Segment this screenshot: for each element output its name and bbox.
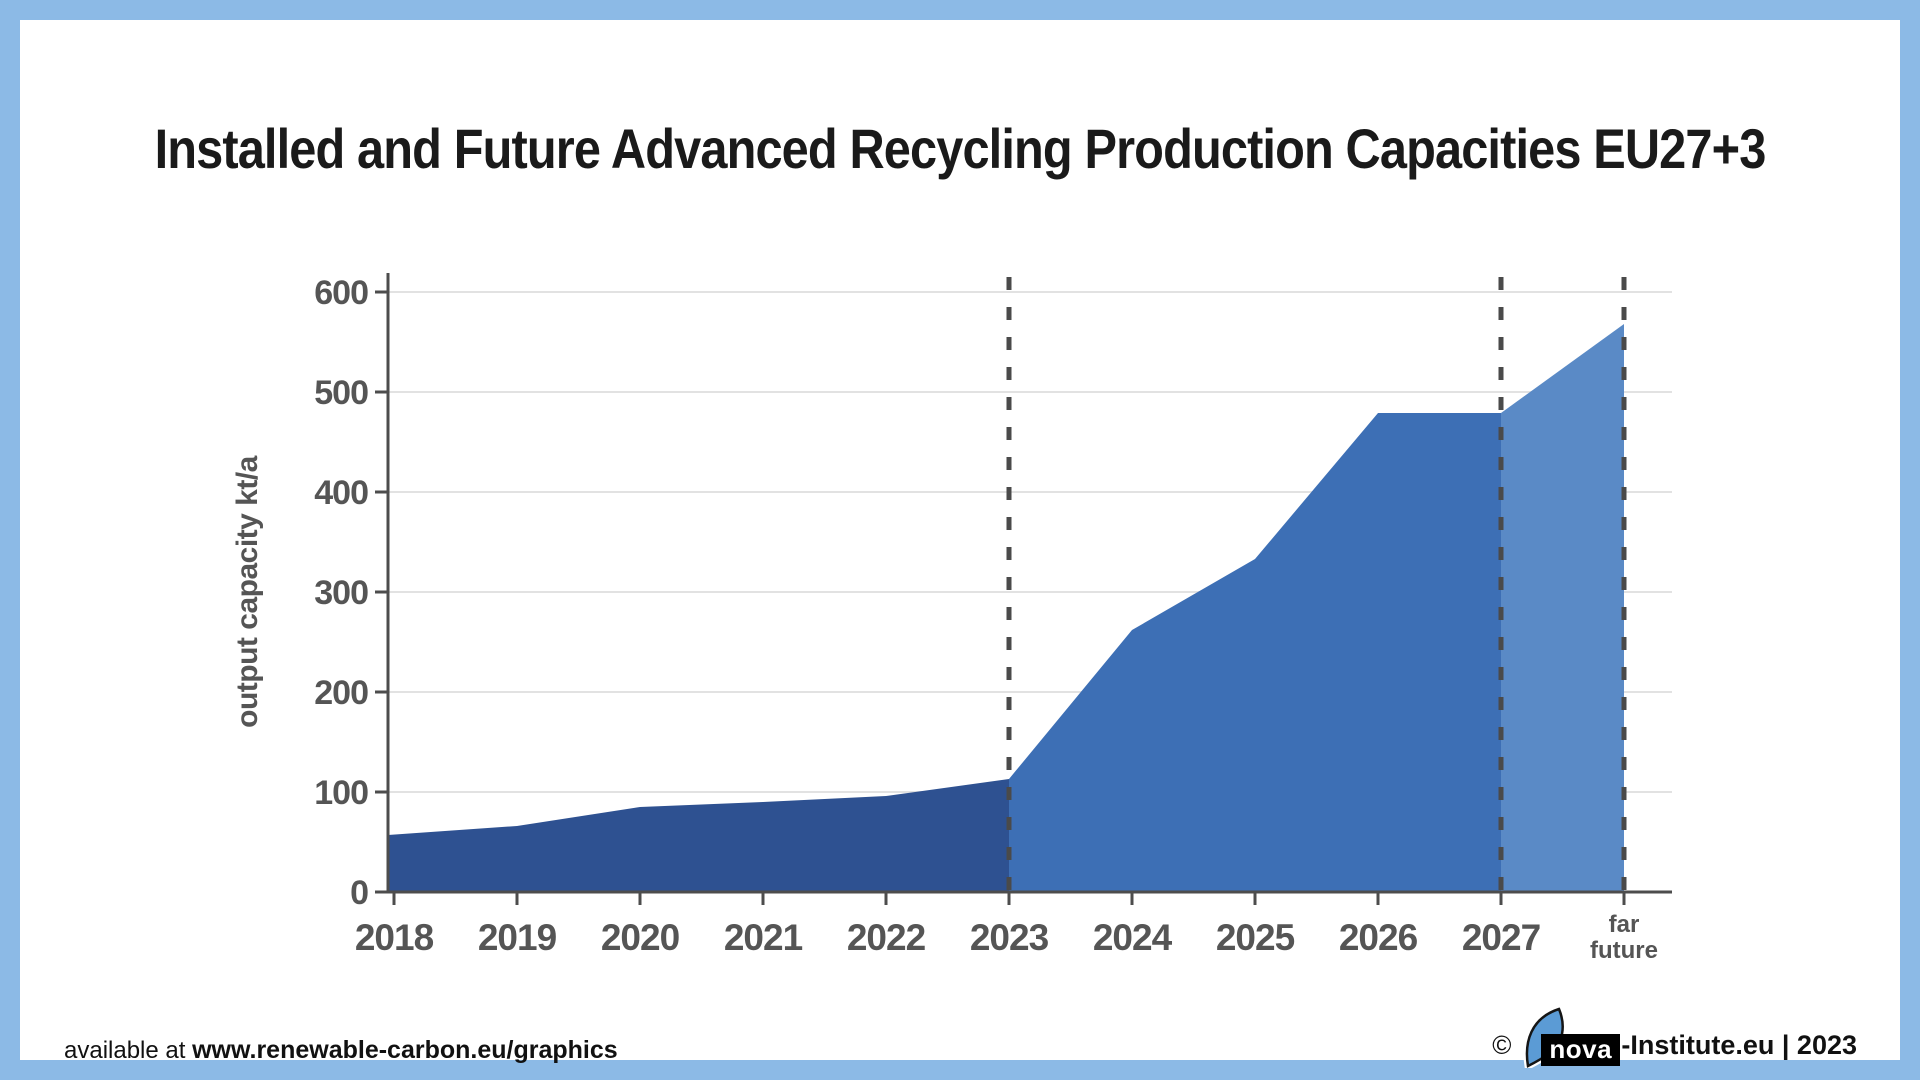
y-tick-label: 200 [314, 674, 368, 712]
x-tick-label: 2021 [724, 917, 803, 958]
area-far-future [1501, 324, 1624, 892]
copyright-icon: © [1492, 1030, 1512, 1060]
nova-logo-text: nova [1541, 1034, 1621, 1066]
y-tick-label: 400 [314, 474, 368, 512]
x-tick-label: 2024 [1093, 917, 1173, 958]
y-tick-label: 100 [314, 774, 368, 812]
x-tick-label: 2019 [478, 917, 557, 958]
x-tick-label: 2018 [355, 917, 434, 958]
area-future [1009, 413, 1501, 892]
y-axis-title: output capacity kt/a [231, 456, 264, 728]
nova-logo: nova [1519, 1006, 1621, 1068]
copyright-text: -Institute.eu | 2023 [1621, 1030, 1857, 1060]
area-installed [388, 779, 1009, 892]
x-tick-label: 2020 [601, 917, 680, 958]
source-url: www.renewable-carbon.eu/graphics [192, 1036, 618, 1064]
area-chart: 0 100 200 300 400 500 600 2018 2019 2020 2021 2022 2… [314, 273, 1672, 964]
y-tick-label: 0 [350, 874, 368, 912]
x-tick-label: 2025 [1216, 917, 1295, 958]
copyright-row: © nova -Institute.eu | 2023 [1492, 1006, 1857, 1068]
y-tick-label: 500 [314, 374, 368, 412]
y-tick-label: 300 [314, 574, 368, 612]
x-tick-label: 2023 [970, 917, 1049, 958]
source-note-prefix: available at [64, 1037, 193, 1064]
x-tick-label: 2026 [1339, 917, 1418, 958]
y-tick-label: 600 [314, 274, 368, 312]
x-tick-label: 2027 [1462, 917, 1540, 958]
content-frame: Installed and Future Advanced Recycling … [20, 20, 1900, 1068]
x-tick-label: far future [1590, 911, 1658, 964]
x-tick-label: 2022 [847, 917, 926, 958]
chart-title: Installed and Future Advanced Recycling … [154, 117, 1767, 180]
source-note: available at www.renewable-carbon.eu/gra… [64, 1036, 618, 1065]
